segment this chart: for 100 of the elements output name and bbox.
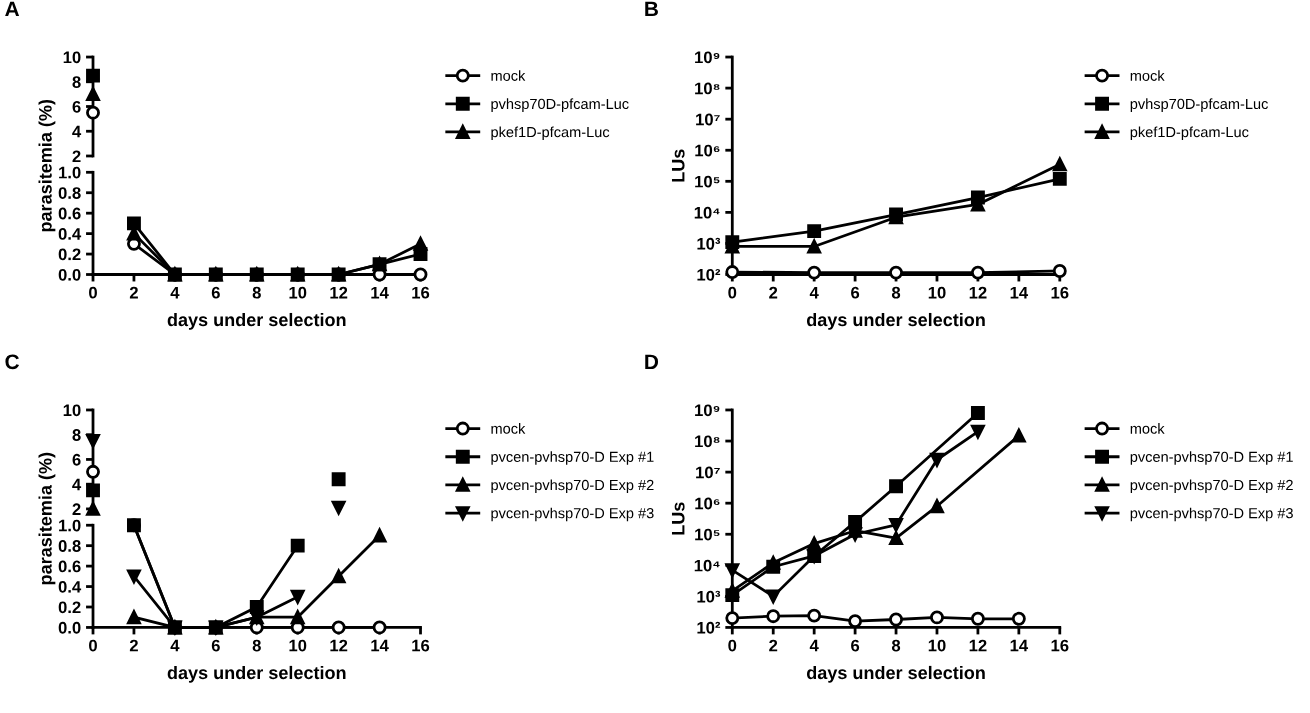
y-tick-label: 0.6: [58, 207, 81, 220]
y-tick-label: 0.4: [58, 580, 82, 593]
x-tick-label: 6: [211, 639, 220, 652]
x-tick-label: 10: [289, 639, 307, 652]
y-tick-label: 4: [72, 478, 82, 491]
legend-label: pvcen-pvhsp70-D Exp #1: [1130, 451, 1293, 465]
y-tick-label: 10: [63, 51, 81, 64]
y-tick-label: 0.0: [58, 621, 81, 634]
y-tick-label: 0.0: [58, 268, 81, 281]
y-tick-label: 8: [72, 76, 81, 88]
x-tick-label: 14: [1010, 639, 1029, 652]
legend-label: mock: [1130, 423, 1165, 434]
y-tick-label: 1.0: [59, 166, 81, 179]
x-tick-label: 6: [851, 639, 860, 652]
x-tick-label: 8: [891, 639, 901, 652]
y-tick-label: 0.8: [58, 540, 81, 552]
y-tick-label: 0.2: [58, 248, 81, 261]
legend-label: mock: [1130, 70, 1165, 81]
chart-title: D: [645, 354, 659, 370]
x-tick-label: 14: [1010, 286, 1029, 299]
y-axis-title: parasitemia (%): [38, 99, 56, 232]
x-tick-label: 8: [891, 286, 901, 299]
x-tick-label: 14: [371, 639, 389, 652]
x-tick-label: 16: [412, 286, 430, 299]
y-tick-label: 10⁹: [695, 51, 720, 64]
x-axis-title: days under selection: [167, 312, 346, 330]
x-tick-label: 0: [89, 639, 97, 652]
y-tick-label: 2: [72, 150, 81, 163]
x-axis-title: days under selection: [167, 665, 346, 683]
y-tick-label: 6: [72, 453, 81, 466]
x-tick-label: 2: [769, 639, 778, 652]
x-tick-label: 10: [928, 639, 946, 652]
y-tick-label: 10⁶: [695, 144, 720, 157]
legend-label: pkef1D-pfcam-Luc: [1130, 126, 1249, 141]
legend-label: pvcen-pvhsp70-D Exp #3: [491, 507, 654, 522]
legend-label: pvcen-pvhsp70-D Exp #2: [1130, 479, 1293, 494]
y-tick-label: 10⁸: [695, 435, 720, 448]
x-tick-label: 12: [330, 286, 348, 299]
y-tick-label: 10⁴: [694, 206, 720, 219]
x-tick-label: 4: [170, 639, 180, 652]
x-tick-label: 16: [412, 639, 430, 652]
x-axis-title: days under selection: [806, 312, 985, 330]
x-tick-label: 4: [170, 286, 180, 299]
y-tick-label: 10⁵: [695, 528, 720, 541]
y-tick-label: 1.0: [59, 519, 81, 532]
y-tick-label: 10⁹: [695, 404, 720, 417]
y-tick-label: 10⁴: [694, 559, 720, 572]
y-tick-label: 10⁸: [695, 82, 720, 95]
x-tick-label: 4: [809, 639, 819, 652]
x-tick-label: 6: [851, 286, 860, 299]
y-tick-label: 0.4: [58, 228, 82, 240]
x-tick-label: 0: [728, 639, 737, 652]
x-tick-label: 12: [330, 639, 348, 652]
chart-title: C: [5, 354, 20, 370]
chart-title: B: [645, 1, 658, 17]
y-tick-label: 10⁶: [695, 497, 720, 510]
y-tick-label: 10³: [697, 590, 721, 603]
legend-label: pvcen-pvhsp70-D Exp #3: [1130, 507, 1293, 522]
y-tick-label: 10²: [697, 621, 721, 634]
chart-title: A: [5, 1, 20, 17]
y-tick-label: 10⁷: [696, 113, 720, 126]
legend-label: mock: [491, 70, 526, 81]
x-tick-label: 2: [129, 286, 138, 299]
y-tick-label: 10²: [697, 268, 721, 281]
y-tick-label: 4: [72, 125, 82, 138]
y-tick-label: 6: [72, 100, 81, 113]
x-tick-label: 14: [371, 286, 389, 299]
x-tick-label: 12: [969, 639, 987, 652]
legend-label: mock: [491, 423, 526, 434]
x-tick-label: 0: [728, 286, 737, 299]
x-tick-label: 8: [252, 286, 261, 299]
x-tick-label: 0: [89, 286, 97, 299]
x-tick-label: 10: [289, 286, 307, 299]
x-axis-title: days under selection: [806, 665, 985, 683]
y-tick-label: 0.8: [58, 187, 81, 199]
y-axis-title: LUs: [671, 502, 685, 535]
x-tick-label: 2: [769, 286, 778, 299]
y-tick-label: 0.2: [58, 601, 81, 614]
legend-label: pkef1D-pfcam-Luc: [491, 126, 610, 141]
y-tick-label: 2: [72, 503, 81, 515]
y-axis-title: parasitemia (%): [38, 452, 56, 585]
legend-label: pvcen-pvhsp70-D Exp #2: [491, 479, 654, 494]
y-tick-label: 10: [63, 404, 81, 417]
legend-label: pvhsp70D-pfcam-Luc: [1130, 98, 1268, 112]
x-tick-label: 6: [211, 286, 220, 299]
y-tick-label: 10⁵: [695, 175, 720, 188]
x-tick-label: 8: [252, 639, 261, 652]
legend-label: pvhsp70D-pfcam-Luc: [491, 98, 629, 112]
y-tick-label: 0.6: [58, 560, 81, 573]
y-tick-label: 8: [72, 429, 81, 441]
legend-label: pvcen-pvhsp70-D Exp #1: [491, 451, 654, 465]
x-tick-label: 10: [928, 286, 946, 299]
y-axis-title: LUs: [671, 149, 685, 182]
x-tick-label: 16: [1051, 639, 1069, 652]
x-tick-label: 16: [1051, 286, 1069, 299]
y-tick-label: 10³: [697, 237, 721, 250]
x-tick-label: 12: [969, 286, 987, 299]
x-tick-label: 2: [129, 639, 138, 652]
y-tick-label: 10⁷: [696, 466, 720, 479]
x-tick-label: 4: [809, 286, 819, 299]
